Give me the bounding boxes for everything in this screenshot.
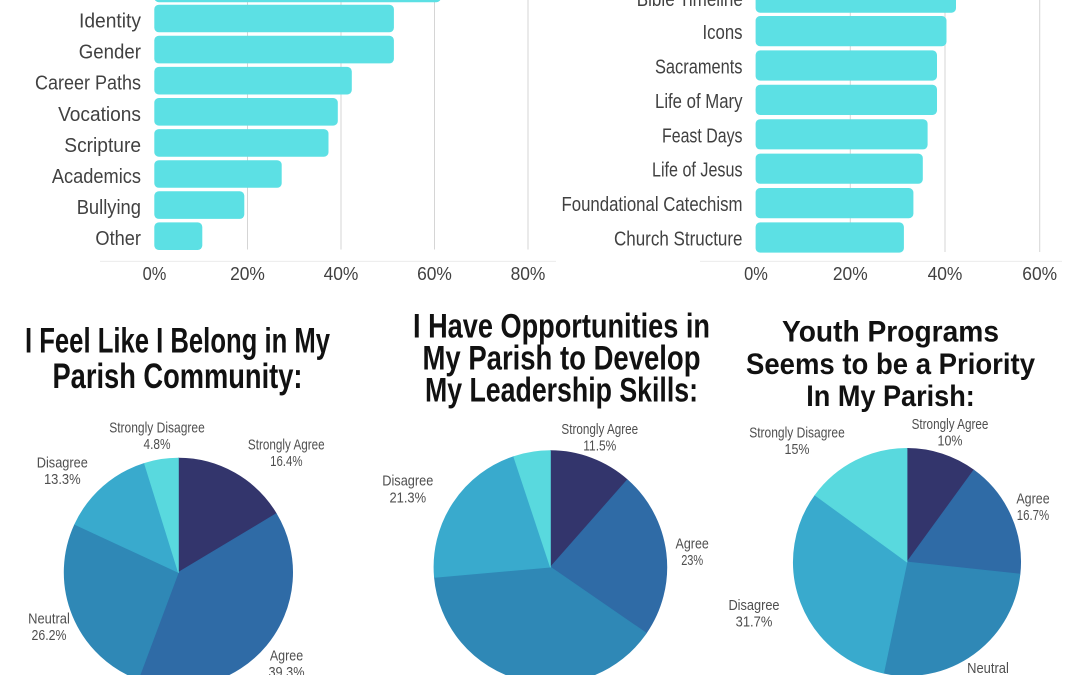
svg-text:Career Paths: Career Paths	[35, 72, 141, 95]
svg-text:Strongly Agree: Strongly Agree	[248, 438, 325, 454]
svg-text:Seems to be a Priority: Seems to be a Priority	[746, 348, 1035, 381]
svg-text:Feast Days: Feast Days	[662, 124, 743, 147]
svg-text:20%: 20%	[833, 263, 868, 284]
svg-text:In My Parish:: In My Parish:	[806, 380, 975, 413]
svg-text:16.7%: 16.7%	[1017, 508, 1050, 524]
svg-text:23%: 23%	[681, 553, 703, 569]
svg-text:Disagree: Disagree	[382, 474, 433, 490]
svg-text:Life of Mary: Life of Mary	[655, 90, 743, 113]
svg-text:Agree: Agree	[1016, 491, 1049, 507]
svg-text:26.2%: 26.2%	[32, 628, 67, 644]
svg-text:My Leadership Skills:: My Leadership Skills:	[425, 372, 698, 410]
svg-text:13.3%: 13.3%	[44, 472, 81, 488]
svg-text:31.7%: 31.7%	[736, 615, 773, 631]
svg-text:My Parish to Develop: My Parish to Develop	[423, 340, 701, 378]
svg-text:Strongly Disagree: Strongly Disagree	[109, 421, 205, 437]
svg-text:15%: 15%	[785, 442, 810, 458]
svg-text:40%: 40%	[324, 263, 359, 284]
svg-text:I Have Opportunities in: I Have Opportunities in	[413, 307, 710, 345]
svg-text:Youth Programs: Youth Programs	[782, 316, 999, 349]
svg-text:Parish Community:: Parish Community:	[53, 357, 303, 396]
svg-text:0%: 0%	[744, 263, 768, 284]
svg-text:Academics: Academics	[52, 165, 141, 188]
svg-text:Scripture: Scripture	[64, 134, 141, 157]
svg-text:0%: 0%	[143, 263, 167, 284]
svg-text:Foundational Catechism: Foundational Catechism	[562, 193, 743, 216]
svg-text:40%: 40%	[928, 263, 963, 284]
svg-text:Disagree: Disagree	[728, 598, 779, 614]
svg-text:60%: 60%	[417, 263, 452, 284]
svg-text:21.3%: 21.3%	[389, 490, 426, 506]
svg-text:Strongly Disagree: Strongly Disagree	[749, 425, 845, 441]
svg-text:Strongly Agree: Strongly Agree	[561, 422, 638, 438]
svg-text:Sacraments: Sacraments	[655, 56, 743, 79]
svg-text:Vocations: Vocations	[58, 103, 141, 126]
svg-text:39.3%: 39.3%	[268, 665, 304, 675]
svg-text:Identity: Identity	[79, 10, 142, 33]
svg-text:Church Structure: Church Structure	[614, 228, 743, 251]
svg-text:Agree: Agree	[676, 536, 709, 552]
svg-text:Icons: Icons	[703, 21, 743, 44]
svg-text:Gender: Gender	[79, 41, 141, 64]
svg-text:Neutral: Neutral	[28, 611, 70, 627]
svg-text:Bible Timeline: Bible Timeline	[637, 0, 743, 11]
svg-text:11.5%: 11.5%	[583, 439, 616, 455]
svg-text:16.4%: 16.4%	[270, 454, 303, 470]
svg-text:10%: 10%	[938, 434, 963, 450]
svg-text:Other: Other	[95, 227, 141, 250]
svg-text:4.8%: 4.8%	[144, 437, 171, 453]
svg-text:Agree: Agree	[270, 649, 303, 665]
svg-text:20%: 20%	[230, 263, 265, 284]
svg-text:80%: 80%	[511, 263, 546, 284]
svg-text:Bullying: Bullying	[77, 196, 141, 219]
svg-text:Life of Jesus: Life of Jesus	[652, 159, 743, 182]
svg-text:Disagree: Disagree	[37, 455, 88, 471]
svg-text:I Feel Like I Belong in My: I Feel Like I Belong in My	[25, 322, 330, 361]
svg-text:Strongly Agree: Strongly Agree	[912, 417, 989, 433]
svg-text:60%: 60%	[1022, 263, 1057, 284]
svg-text:Neutral: Neutral	[967, 661, 1009, 675]
